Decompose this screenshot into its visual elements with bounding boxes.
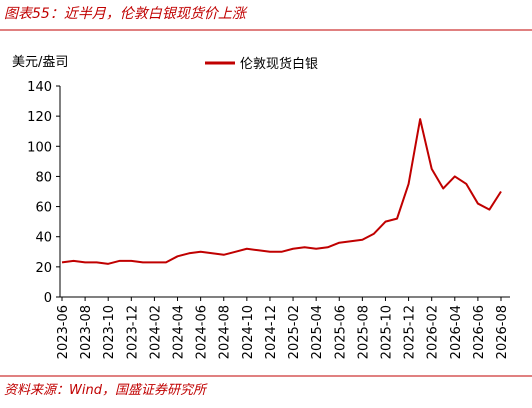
legend-label: 伦敦现货白银 [240,56,318,72]
x-tick-label: 2023-10 [102,305,117,359]
x-tick-label: 2025-06 [333,305,348,359]
y-tick-label: 0 [44,291,52,306]
x-tick-label: 2023-12 [125,305,140,359]
chart-title: 图表55：近半月，伦敦白银现货价上涨 [4,6,248,22]
x-tick-label: 2026-02 [426,305,441,359]
y-tick-label: 20 [35,261,52,276]
source: 资料来源：Wind，国盛证券研究所 [4,382,208,398]
y-tick-label: 60 [35,201,52,216]
y-tick-label: 120 [27,110,52,125]
x-tick-label: 2024-04 [172,305,187,359]
y-tick-label: 40 [35,231,52,246]
y-tick-label: 140 [27,80,52,95]
y-tick-label: 100 [27,140,52,155]
x-tick-label: 2023-08 [79,305,94,359]
y-tick-label: 80 [35,170,52,185]
x-tick-label: 2024-12 [264,305,279,359]
x-tick-label: 2025-04 [310,305,325,359]
x-tick-label: 2025-08 [356,305,371,359]
x-tick-label: 2026-06 [472,305,487,359]
x-tick-label: 2026-04 [449,305,464,359]
x-tick-label: 2024-10 [241,305,256,359]
x-tick-label: 2026-08 [495,305,510,359]
y-axis-label: 美元/盎司 [12,55,68,70]
x-tick-label: 2023-06 [56,305,71,359]
x-tick-label: 2025-12 [403,305,418,359]
x-tick-label: 2025-10 [379,305,394,359]
line-series [61,118,502,265]
x-tick-label: 2024-08 [218,305,233,359]
x-tick-label: 2024-02 [148,305,163,359]
x-tick-label: 2025-02 [287,305,302,359]
x-tick-label: 2024-06 [195,305,210,359]
